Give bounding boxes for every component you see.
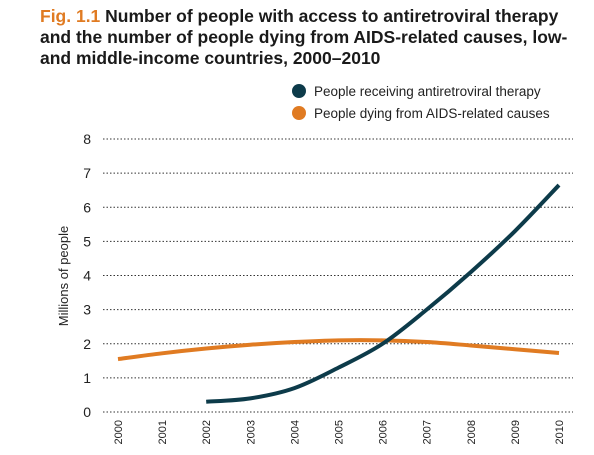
gridlines [103,138,573,413]
series-lines [117,183,561,404]
x-tick-label: 2001 [157,420,169,444]
legend: People receiving antiretroviral therapy … [292,84,550,121]
legend-marker-deaths [292,106,306,120]
x-tick-label: 2010 [554,420,566,444]
y-tick-label: 7 [83,165,91,181]
y-tick-label: 2 [83,336,91,352]
y-tick-label: 6 [83,199,91,215]
series-line-aids-deaths [117,338,560,362]
legend-marker-art [292,84,306,98]
y-axis-tick-labels: 0 1 2 3 4 5 6 7 8 [83,131,91,420]
x-axis-tick-labels: 2000 2001 2002 2003 2004 2005 2006 2007 2008 2009… [113,420,566,444]
y-tick-label: 1 [83,370,91,386]
y-tick-label: 5 [83,233,91,249]
figure-title-text: Number of people with access to antiretr… [40,6,568,68]
x-tick-label: 2003 [245,420,257,444]
y-tick-label: 0 [83,404,91,420]
series-line-antiretroviral-therapy [206,183,561,404]
x-tick-label: 2007 [422,420,434,444]
x-tick-label: 2006 [378,420,390,444]
y-tick-label: 3 [83,302,91,318]
x-tick-label: 2009 [510,420,522,444]
x-tick-label: 2008 [466,420,478,444]
legend-label-art: People receiving antiretroviral therapy [314,84,541,99]
y-tick-label: 4 [83,268,91,284]
y-axis-title: Millions of people [56,226,71,326]
y-tick-label: 8 [83,131,91,147]
x-tick-label: 2005 [334,420,346,444]
figure-label: Fig. 1.1 [40,6,101,26]
figure-title: Fig. 1.1 Number of people with access to… [40,6,588,69]
x-tick-label: 2004 [289,420,301,444]
x-tick-label: 2000 [113,420,125,444]
legend-label-deaths: People dying from AIDS-related causes [314,106,550,121]
x-tick-label: 2002 [201,420,213,444]
